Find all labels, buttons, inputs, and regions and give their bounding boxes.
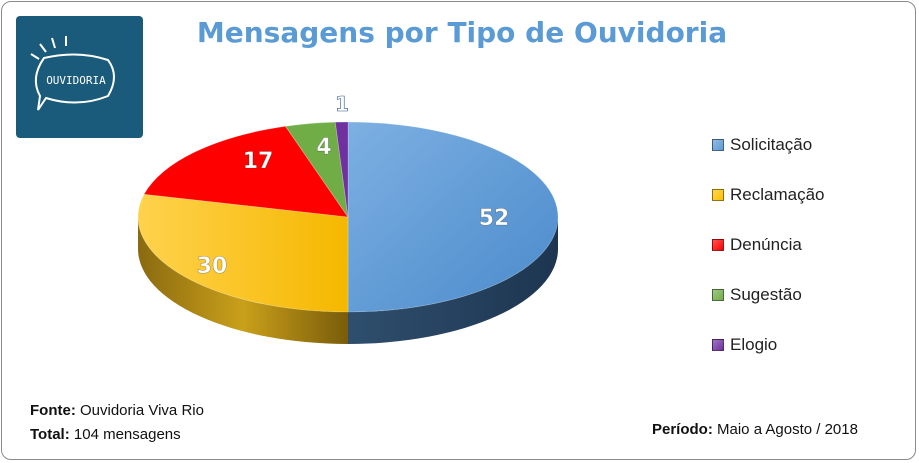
- chart-title: Mensagens por Tipo de Ouvidoria: [196, 16, 728, 49]
- logo-text: OUVIDORIA: [46, 74, 106, 87]
- legend-item-solicitacao: Solicitação: [712, 120, 825, 170]
- legend-label-elogio: Elogio: [730, 335, 778, 354]
- data-label-sugestao: 4: [316, 135, 331, 160]
- total-label: Total:: [30, 426, 70, 443]
- source-value: Ouvidoria Viva Rio: [80, 402, 204, 419]
- period-label: Período:: [652, 421, 713, 438]
- speech-bubble-icon: OUVIDORIA: [30, 36, 115, 111]
- slice-side-reclamacao: [138, 217, 348, 344]
- period-value: Maio a Agosto / 2018: [717, 421, 858, 438]
- total-line: Total: 104 mensagens: [30, 426, 181, 443]
- legend-swatch-sugestao: [712, 289, 724, 301]
- slice-sugestao: [284, 121, 349, 218]
- legend-label-denuncia: Denúncia: [730, 235, 802, 254]
- slice-elogio: [334, 121, 349, 218]
- legend-swatch-reclamacao: [712, 189, 724, 201]
- data-label-solicitacao: 52: [479, 206, 510, 231]
- slice-solicitacao: [347, 121, 559, 313]
- ouvidoria-logo: OUVIDORIA: [16, 16, 143, 138]
- legend-item-reclamacao: Reclamação: [712, 170, 825, 220]
- pie-chart: 52 30 17 41: [137, 92, 559, 344]
- source-line: Fonte: Ouvidoria Viva Rio: [30, 402, 204, 419]
- legend-swatch-denuncia: [712, 239, 724, 251]
- total-value: 104 mensagens: [73, 426, 181, 443]
- slice-side-solicitacao: [348, 217, 558, 344]
- chart-legend: Solicitação Reclamação Denúncia Sugestão Elo…: [712, 120, 825, 370]
- legend-item-elogio: Elogio: [712, 320, 825, 370]
- data-label-reclamacao: 30: [197, 254, 228, 279]
- legend-label-reclamacao: Reclamação: [730, 185, 825, 204]
- legend-label-solicitacao: Solicitação: [730, 135, 813, 154]
- source-label: Fonte:: [30, 402, 76, 419]
- slice-denuncia: [143, 125, 349, 218]
- data-label-elogio: 1: [335, 92, 349, 116]
- legend-item-sugestao: Sugestão: [712, 270, 825, 320]
- legend-swatch-solicitacao: [712, 139, 724, 151]
- legend-item-denuncia: Denúncia: [712, 220, 825, 270]
- data-label-denuncia: 17: [243, 149, 274, 174]
- legend-label-sugestao: Sugestão: [730, 285, 802, 304]
- legend-swatch-elogio: [712, 339, 724, 351]
- period-line: Período: Maio a Agosto / 2018: [652, 421, 858, 438]
- slice-reclamacao: [137, 193, 349, 313]
